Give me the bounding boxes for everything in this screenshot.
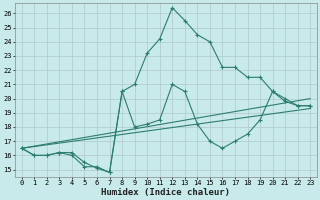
- X-axis label: Humidex (Indice chaleur): Humidex (Indice chaleur): [101, 188, 230, 197]
